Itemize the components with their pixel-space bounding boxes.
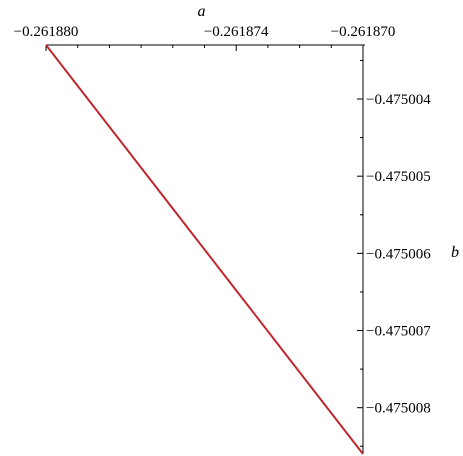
x-axis-title: a <box>198 3 206 20</box>
y-tick-label: −0.475008 <box>366 401 431 417</box>
axes <box>46 44 365 454</box>
x-tick-label: −0.261870 <box>331 24 396 40</box>
y-tick-label: −0.475007 <box>366 324 431 340</box>
series-layer <box>45 44 364 455</box>
y-tick-label: −0.475004 <box>366 92 431 108</box>
y-tick-label: −0.475006 <box>366 246 431 262</box>
x-tick-label: −0.261874 <box>204 24 269 40</box>
y-axis-title: b <box>451 244 459 261</box>
y-tick-label: −0.475005 <box>366 169 431 185</box>
y-ticks: −0.475004 −0.475005 −0.475006 −0.475007 −0.4… <box>357 59 431 447</box>
x-tick-label: −0.261880 <box>14 24 79 40</box>
series-line <box>45 44 364 455</box>
x-ticks: −0.261880 −0.261874 −0.261870 <box>14 24 396 51</box>
